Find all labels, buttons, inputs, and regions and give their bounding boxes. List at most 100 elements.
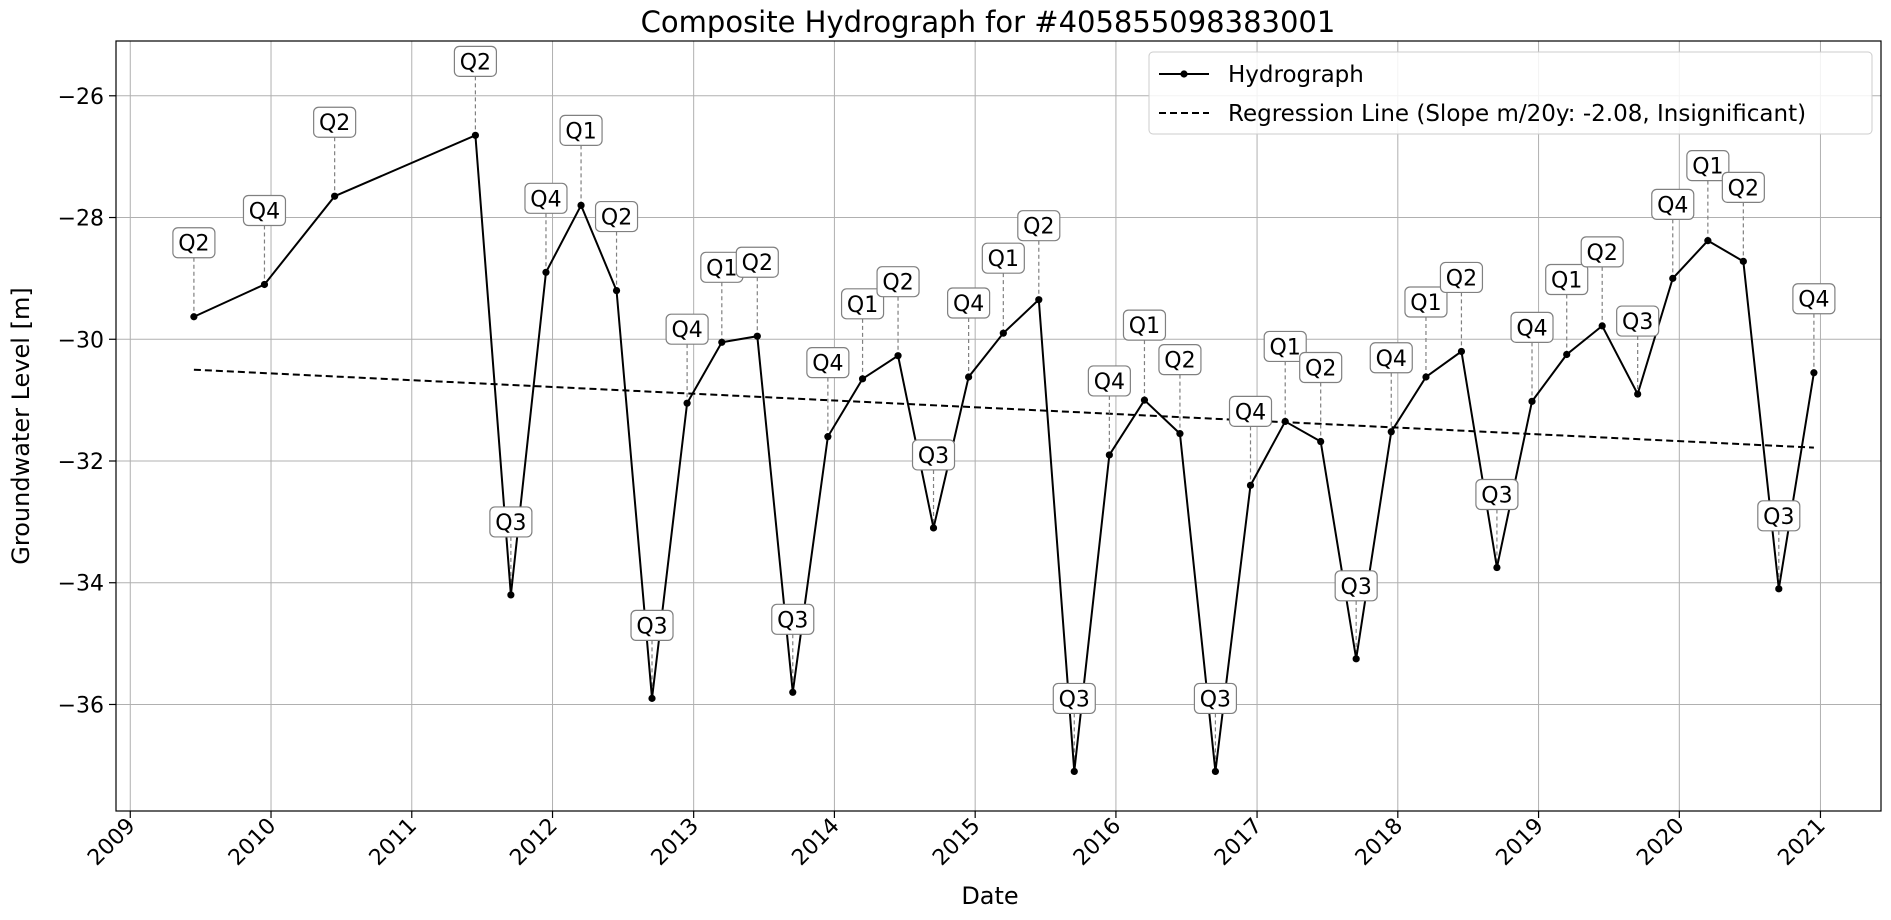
x-tick-label: 2015	[928, 814, 985, 871]
regression-layer	[193, 368, 1814, 449]
x-tick-label: 2012	[505, 814, 562, 871]
quarter-label: Q3	[636, 614, 667, 639]
hydrograph-point	[965, 373, 973, 381]
quarter-label-box	[1651, 188, 1695, 220]
hydrograph-point	[1634, 390, 1642, 398]
quarter-label-box	[1087, 365, 1131, 397]
quarter-label-box	[1017, 210, 1061, 242]
hydrograph-line	[193, 133, 1815, 772]
quarter-label-box	[453, 45, 498, 77]
hydrograph-point	[1105, 451, 1113, 459]
hydrograph-point	[648, 694, 656, 702]
x-tick-label: 2019	[1492, 814, 1549, 871]
hydrograph-point	[1457, 347, 1466, 356]
quarter-label: Q2	[460, 50, 491, 75]
quarter-label: Q2	[1305, 357, 1336, 382]
quarter-label: Q4	[530, 187, 561, 212]
quarter-label-box	[489, 506, 533, 538]
quarter-label: Q3	[1059, 687, 1090, 712]
hydrograph-point	[260, 280, 269, 289]
quarter-label: Q4	[1376, 347, 1407, 372]
legend-hydrograph-marker	[1180, 70, 1188, 78]
x-tick-label: 2017	[1210, 814, 1267, 871]
y-axis-label: Groundwater Level [m]	[7, 287, 35, 564]
hydrograph-point	[1352, 655, 1360, 663]
hydrograph-point	[1211, 767, 1220, 776]
quarter-label: Q2	[601, 206, 632, 231]
x-tick-label: 2013	[647, 814, 704, 871]
hydrograph-point	[542, 268, 550, 276]
y-tick-label: −28	[58, 207, 104, 232]
hydrograph-point	[1281, 417, 1289, 426]
hydrograph-point	[1739, 257, 1747, 265]
hydrograph-point	[858, 375, 867, 383]
quarter-label: Q4	[1657, 193, 1688, 218]
quarter-label-box	[1475, 478, 1519, 511]
quarter-label-box	[947, 287, 991, 319]
hydrograph-point	[1387, 428, 1395, 436]
quarter-label: Q3	[1200, 687, 1231, 712]
quarter-label-box	[1193, 682, 1238, 715]
quarter-label-box	[559, 114, 603, 146]
quarter-label-box	[1228, 395, 1273, 427]
hydrograph-point	[1775, 585, 1783, 593]
quarter-label-box	[1263, 330, 1307, 363]
annotation-stems-layer	[193, 76, 1815, 772]
quarter-label: Q1	[1551, 268, 1582, 293]
quarter-label: Q3	[1763, 505, 1794, 530]
quarter-label: Q3	[777, 608, 808, 633]
quarter-label: Q1	[1270, 335, 1301, 360]
quarter-label-box	[1334, 570, 1378, 602]
quarter-label-box	[1158, 344, 1202, 376]
quarter-label-box	[1757, 500, 1801, 532]
x-tick-label: 2020	[1632, 814, 1689, 871]
quarter-label-box	[1580, 236, 1624, 268]
hydrograph-point	[1246, 481, 1255, 489]
hydrograph-point	[507, 591, 515, 599]
quarter-label: Q2	[1587, 241, 1618, 266]
hydrograph-point	[331, 192, 339, 200]
x-tick-label: 2010	[224, 814, 281, 871]
y-tick-label: −32	[58, 450, 104, 475]
quarter-label-box	[771, 603, 815, 635]
quarter-label: Q3	[1481, 484, 1512, 509]
quarter-label-box	[524, 182, 568, 214]
hydrograph-point	[1810, 369, 1818, 377]
hydrograph-point	[612, 286, 621, 295]
quarter-label: Q4	[1235, 400, 1266, 425]
hydrograph-point	[1317, 437, 1325, 446]
quarter-label: Q2	[882, 271, 913, 296]
quarter-label: Q2	[742, 251, 773, 276]
hydrograph-point	[1035, 296, 1043, 304]
quarter-label-box	[806, 347, 850, 379]
quarter-label-box	[313, 106, 357, 138]
x-tick-label: 2018	[1351, 814, 1408, 871]
quarter-label: Q4	[249, 199, 280, 224]
quarter-label: Q4	[812, 352, 843, 377]
hydrograph-point	[789, 688, 797, 696]
regression-line	[193, 368, 1814, 449]
hydrograph-point	[894, 352, 902, 360]
quarter-label: Q1	[1410, 291, 1441, 316]
quarter-label: Q4	[1094, 370, 1125, 395]
quarter-label-box	[172, 227, 216, 259]
y-tick-label: −30	[58, 328, 104, 353]
quarter-label: Q2	[1164, 349, 1195, 374]
x-tick-label: 2016	[1069, 814, 1126, 871]
hydrograph-point	[824, 433, 832, 441]
quarter-label: Q1	[1692, 155, 1723, 180]
hydrograph-point	[1528, 397, 1536, 405]
hydrograph-point	[718, 338, 726, 346]
quarter-label-box	[1686, 150, 1730, 182]
y-axis: −26 −28 −30 −32 −34 −36	[58, 85, 116, 718]
x-tick-label: 2009	[83, 814, 140, 871]
quarter-label: Q3	[918, 444, 949, 469]
quarter-label-box	[1404, 286, 1448, 318]
quarter-label: Q2	[1023, 215, 1054, 240]
legend-hydrograph-label: Hydrograph	[1228, 62, 1364, 88]
hydrograph-point	[1176, 430, 1184, 438]
y-tick-label: −26	[58, 85, 104, 110]
plot-frame	[115, 40, 1882, 812]
quarter-label-box	[1792, 283, 1836, 315]
